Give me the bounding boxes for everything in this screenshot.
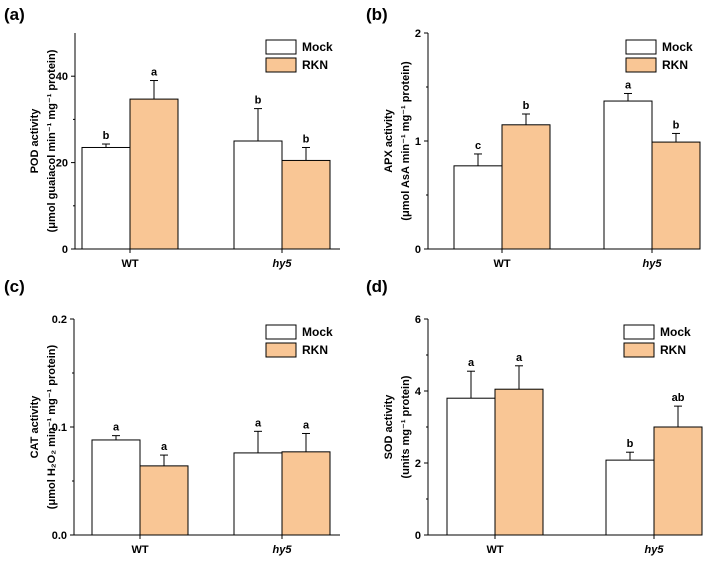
panel-b-legend-swatch-rkn xyxy=(625,57,657,73)
panel-c-y-tick-label: 0.0 xyxy=(52,530,67,542)
panel-b-ylabel-line1: APX activity xyxy=(383,108,395,172)
panel-d-legend-label-mock: Mock xyxy=(660,325,691,339)
panel-a-label: (a) xyxy=(4,5,25,24)
panel-a-legend-swatch-mock xyxy=(265,39,297,55)
panel-c-bar-mock-0 xyxy=(91,439,141,536)
panel-b-label: (b) xyxy=(366,5,388,24)
panel-c-significance-letter: a xyxy=(255,417,262,429)
panel-c-bar-mock-1 xyxy=(233,452,283,536)
panel-b-ylabel-line2: (μmol AsA min⁻¹ mg⁻¹ protein) xyxy=(400,61,412,221)
panel-a: (a) 0 20 40 POD activity (μmol guaiacol min⁻¹… xyxy=(4,5,340,270)
panel-c-significance-letter: a xyxy=(113,422,120,434)
panel-b-bar-mock-0 xyxy=(453,165,503,250)
panel-a-significance-letter: b xyxy=(255,95,262,107)
panel-a-legend-label-mock: Mock xyxy=(302,40,333,54)
panel-c-category-label: WT xyxy=(131,544,148,556)
panel-d-bar-mock-1 xyxy=(605,459,655,536)
panel-b-significance-letter: a xyxy=(625,79,632,91)
panel-c-legend-swatch-mock xyxy=(265,324,297,340)
panel-a-significance-letter: b xyxy=(103,130,110,142)
panel-d-significance-letter: b xyxy=(627,438,634,450)
panel-d-y-tick-label: 2 xyxy=(415,458,421,470)
panel-b-category-label: WT xyxy=(493,258,510,270)
panel-a-y-tick-label: 20 xyxy=(56,158,68,170)
panel-a-bar-mock-1 xyxy=(233,140,283,250)
panel-b-significance-letter: c xyxy=(475,140,481,152)
panel-c-bar-rkn-0 xyxy=(139,465,189,536)
panel-b-y-tick-label: 0 xyxy=(415,244,421,256)
panel-b-legend-label-mock: Mock xyxy=(662,40,693,54)
panel-c: (c) 0.0 0.1 0.2 CAT activity (μmol H₂O₂ min⁻¹… xyxy=(4,277,340,556)
panel-a-y-tick-label: 0 xyxy=(62,244,68,256)
panel-d-y-tick-label: 4 xyxy=(415,386,422,398)
panel-d-legend-swatch-rkn xyxy=(623,342,655,358)
panel-d-ylabel-line1: SOD activity xyxy=(383,394,395,460)
panel-a-bar-mock-0 xyxy=(81,146,131,250)
panel-b-significance-letter: b xyxy=(673,119,680,131)
panel-c-legend-label-mock: Mock xyxy=(302,325,333,339)
panel-b-bar-mock-1 xyxy=(603,100,653,250)
panel-b-legend-label-rkn: RKN xyxy=(662,58,688,72)
panel-b-significance-letter: b xyxy=(523,100,530,112)
panel-a-bar-rkn-0 xyxy=(129,98,179,250)
panel-a-ylabel-line1: POD activity xyxy=(29,108,41,174)
panel-c-legend-label-rkn: RKN xyxy=(302,343,328,357)
panel-a-legend-label-rkn: RKN xyxy=(302,58,328,72)
panel-d-legend-swatch-mock xyxy=(623,324,655,340)
panel-d-bar-mock-0 xyxy=(446,397,496,536)
panel-c-bar-rkn-1 xyxy=(281,451,331,536)
panel-b-bar-rkn-0 xyxy=(501,124,551,250)
panel-b-bar-rkn-1 xyxy=(651,141,701,250)
panel-c-label: (c) xyxy=(4,277,25,296)
panel-b-legend-swatch-mock xyxy=(625,39,657,55)
panel-d-legend-label-rkn: RKN xyxy=(660,343,686,357)
panel-c-legend-swatch-rkn xyxy=(265,342,297,358)
panel-d-bar-rkn-1 xyxy=(653,426,703,536)
panel-a-significance-letter: a xyxy=(151,67,158,79)
panel-b-y-tick-label: 2 xyxy=(415,28,421,40)
panel-b-category-label: hy5 xyxy=(643,258,663,270)
panel-a-category-label: hy5 xyxy=(273,258,293,270)
panel-a-category-label: WT xyxy=(121,258,138,270)
panel-a-bar-rkn-1 xyxy=(281,159,331,250)
panel-a-legend-swatch-rkn xyxy=(265,57,297,73)
panel-d-significance-letter: a xyxy=(516,352,523,364)
panel-d-ylabel-line2: (units mg⁻¹ protein) xyxy=(400,375,412,478)
panel-d-y-tick-label: 0 xyxy=(415,530,421,542)
panel-d: (d) 0 2 4 6 SOD activity (units mg⁻¹ protein) W… xyxy=(366,277,703,556)
panel-c-y-tick-label: 0.1 xyxy=(52,422,67,434)
panel-c-significance-letter: a xyxy=(303,419,310,431)
panel-d-significance-letter: a xyxy=(468,357,475,369)
panel-d-y-tick-label: 6 xyxy=(415,314,421,326)
panel-d-bar-rkn-0 xyxy=(494,388,544,536)
panel-a-ylabel-line2: (μmol guaiacol min⁻¹ mg⁻¹ protein) xyxy=(46,49,58,232)
panel-d-category-label: hy5 xyxy=(645,544,665,556)
panel-b-y-tick-label: 1 xyxy=(415,136,421,148)
panel-c-category-label: hy5 xyxy=(273,544,293,556)
panel-c-ylabel-line1: CAT activity xyxy=(29,395,41,459)
panel-b: (b) 0 1 2 APX activity (μmol AsA min⁻¹ mg⁻¹ p… xyxy=(366,5,701,270)
panel-c-significance-letter: a xyxy=(161,441,168,453)
panel-d-category-label: WT xyxy=(486,544,503,556)
panel-d-significance-letter: ab xyxy=(672,392,685,404)
panel-a-y-tick-label: 40 xyxy=(56,71,68,83)
panel-a-significance-letter: b xyxy=(303,133,310,145)
panel-c-y-tick-label: 0.2 xyxy=(52,314,67,326)
panel-d-label: (d) xyxy=(366,277,388,296)
panel-c-ylabel-line2: (μmol H₂O₂ min⁻¹ mg⁻¹ protein) xyxy=(46,344,58,509)
